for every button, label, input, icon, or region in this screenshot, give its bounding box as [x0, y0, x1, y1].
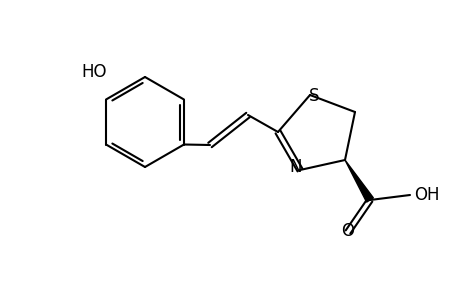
- Text: S: S: [308, 87, 319, 105]
- Text: O: O: [341, 222, 354, 240]
- Text: N: N: [289, 158, 302, 176]
- Polygon shape: [344, 160, 373, 202]
- Text: OH: OH: [413, 186, 438, 204]
- Text: HO: HO: [81, 63, 107, 81]
